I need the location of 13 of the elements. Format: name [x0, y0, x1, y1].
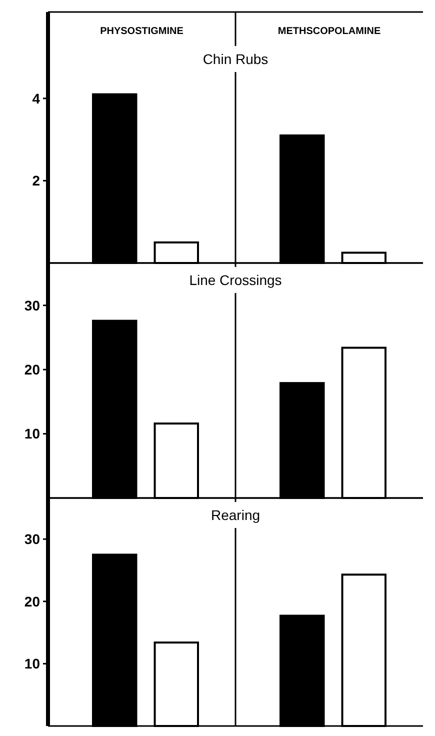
text: Rearing	[210, 507, 260, 523]
y-tick-label: 10	[24, 426, 40, 442]
y-tick-label: 10	[24, 656, 40, 672]
y-tick-label: 30	[24, 297, 40, 314]
y-tick-label: 4	[32, 90, 40, 106]
text: Line Crossings	[189, 272, 282, 288]
y-tick-label: 30	[24, 531, 40, 548]
x-tick-label: METHSCOPOLAMINE	[278, 26, 381, 37]
y-tick-label: 2	[32, 172, 40, 189]
y-tick-label: 20	[24, 361, 40, 378]
x-tick-label: PHYSOSTIGMINE	[100, 26, 184, 37]
text: Chin Rubs	[202, 51, 268, 67]
y-tick-label: 20	[24, 593, 40, 610]
